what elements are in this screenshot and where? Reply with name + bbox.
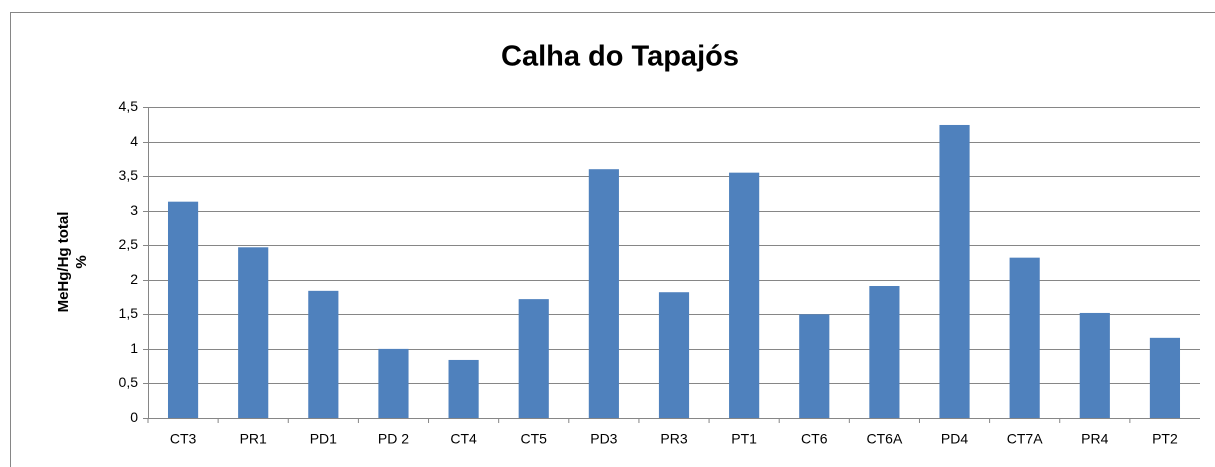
x-tick-label: CT7A <box>1007 431 1043 447</box>
y-tick-label: 3,5 <box>119 167 139 183</box>
bar <box>378 348 409 418</box>
x-tick-label: PD4 <box>941 431 968 447</box>
bar <box>658 292 690 418</box>
y-tick-label: 2 <box>130 271 138 287</box>
y-tick-label: 4,5 <box>119 98 139 114</box>
y-tick-label: 0,5 <box>119 374 139 390</box>
bar <box>588 169 619 418</box>
bar <box>518 299 549 418</box>
bar <box>448 359 479 418</box>
y-axis-title-line: MeHg/Hg total <box>55 212 72 313</box>
x-tick-label: CT6A <box>867 431 903 447</box>
bar <box>799 314 830 418</box>
bar <box>729 172 760 418</box>
bar <box>1079 312 1110 418</box>
y-tick-label: 0 <box>130 409 138 425</box>
x-tick-label: PT1 <box>731 431 757 447</box>
chart-title: Calha do Tapajós <box>501 41 739 73</box>
x-tick-label: PT2 <box>1152 431 1178 447</box>
y-tick-label: 2,5 <box>119 236 139 252</box>
bar <box>869 285 900 418</box>
x-tick-label: PD3 <box>590 431 617 447</box>
bar <box>1149 337 1181 418</box>
x-tick-label: CT6 <box>801 431 828 447</box>
bar <box>167 201 199 418</box>
x-tick-label: CT4 <box>450 431 477 447</box>
bar <box>1009 257 1040 418</box>
y-axis-title: MeHg/Hg total % <box>55 212 90 313</box>
y-axis-title-line: % <box>73 255 90 268</box>
x-tick-label: PR3 <box>660 431 687 447</box>
bar <box>308 290 339 418</box>
x-tick-label: PR1 <box>240 431 267 447</box>
y-tick-label: 1,5 <box>119 305 139 321</box>
y-tick-label: 4 <box>130 133 138 149</box>
x-tick-label: CT5 <box>521 431 548 447</box>
bar <box>238 247 269 418</box>
x-tick-label: CT3 <box>170 431 197 447</box>
y-tick-label: 3 <box>130 202 138 218</box>
bar <box>939 124 970 419</box>
x-tick-label: PR4 <box>1081 431 1108 447</box>
x-tick-label: PD 2 <box>378 431 409 447</box>
x-tick-label: PD1 <box>310 431 337 447</box>
y-tick-label: 1 <box>130 340 138 356</box>
